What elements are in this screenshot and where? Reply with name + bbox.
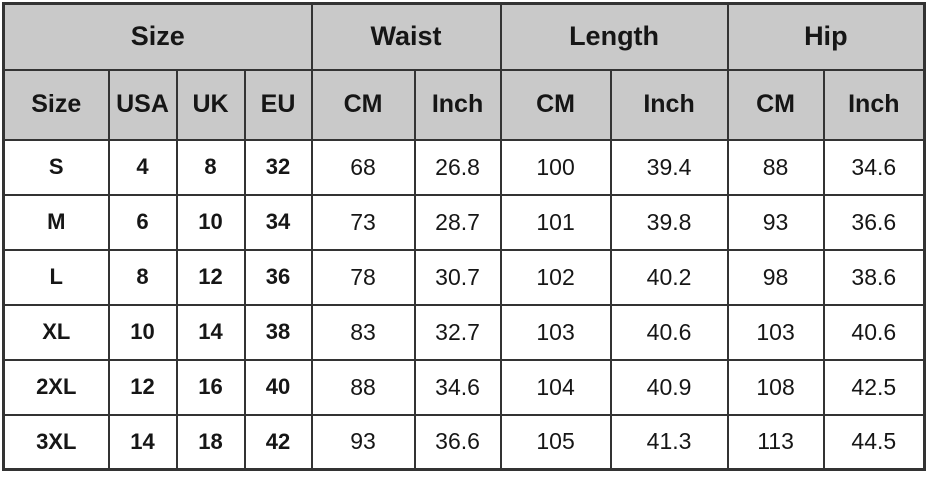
cell-waist-cm: 88 xyxy=(310,358,416,416)
column-header-waist-cm: CM xyxy=(310,68,416,141)
cell-waist-cm: 68 xyxy=(310,138,416,196)
cell-uk: 12 xyxy=(175,248,246,306)
table-row: 3XL 14 18 42 93 36.6 105 41.3 113 44.5 xyxy=(2,413,926,471)
column-header-hip-cm: CM xyxy=(726,68,825,141)
cell-eu: 42 xyxy=(243,413,313,471)
cell-hip-inch: 42.5 xyxy=(822,358,926,416)
cell-uk: 16 xyxy=(175,358,246,416)
column-header-size: Size xyxy=(2,68,110,141)
column-header-length-inch: Inch xyxy=(609,68,729,141)
cell-waist-cm: 73 xyxy=(310,193,416,251)
cell-waist-inch: 26.8 xyxy=(413,138,502,196)
cell-waist-cm: 78 xyxy=(310,248,416,306)
cell-hip-inch: 38.6 xyxy=(822,248,926,306)
cell-length-inch: 40.2 xyxy=(609,248,729,306)
cell-eu: 36 xyxy=(243,248,313,306)
cell-usa: 8 xyxy=(107,248,178,306)
cell-length-cm: 105 xyxy=(499,413,612,471)
cell-uk: 10 xyxy=(175,193,246,251)
cell-size: M xyxy=(2,193,110,251)
cell-length-cm: 103 xyxy=(499,303,612,361)
cell-waist-inch: 36.6 xyxy=(413,413,502,471)
cell-size: XL xyxy=(2,303,110,361)
cell-waist-inch: 32.7 xyxy=(413,303,502,361)
cell-usa: 14 xyxy=(107,413,178,471)
cell-length-cm: 104 xyxy=(499,358,612,416)
cell-uk: 14 xyxy=(175,303,246,361)
cell-waist-cm: 93 xyxy=(310,413,416,471)
cell-uk: 18 xyxy=(175,413,246,471)
column-header-hip-inch: Inch xyxy=(822,68,926,141)
cell-waist-inch: 28.7 xyxy=(413,193,502,251)
table-row: S 4 8 32 68 26.8 100 39.4 88 34.6 xyxy=(2,138,926,196)
cell-eu: 40 xyxy=(243,358,313,416)
table-row: M 6 10 34 73 28.7 101 39.8 93 36.6 xyxy=(2,193,926,251)
cell-usa: 12 xyxy=(107,358,178,416)
cell-hip-inch: 40.6 xyxy=(822,303,926,361)
cell-usa: 10 xyxy=(107,303,178,361)
table-row: 2XL 12 16 40 88 34.6 104 40.9 108 42.5 xyxy=(2,358,926,416)
cell-length-cm: 102 xyxy=(499,248,612,306)
cell-size: 3XL xyxy=(2,413,110,471)
cell-length-cm: 100 xyxy=(499,138,612,196)
column-header-uk: UK xyxy=(175,68,246,141)
cell-usa: 6 xyxy=(107,193,178,251)
cell-size: S xyxy=(2,138,110,196)
column-header-eu: EU xyxy=(243,68,313,141)
cell-hip-inch: 36.6 xyxy=(822,193,926,251)
cell-hip-cm: 113 xyxy=(726,413,825,471)
cell-eu: 34 xyxy=(243,193,313,251)
size-chart-body: S 4 8 32 68 26.8 100 39.4 88 34.6 M 6 10 34 73 28.7 101 3… xyxy=(2,138,926,471)
table-row: XL 10 14 38 83 32.7 103 40.6 103 40.6 xyxy=(2,303,926,361)
cell-uk: 8 xyxy=(175,138,246,196)
cell-length-cm: 101 xyxy=(499,193,612,251)
cell-eu: 38 xyxy=(243,303,313,361)
group-header-size: Size xyxy=(2,2,313,71)
group-header-row: Size Waist Length Hip xyxy=(2,2,926,71)
group-header-length: Length xyxy=(499,2,729,71)
column-header-row: Size USA UK EU CM Inch CM Inch CM Inch xyxy=(2,68,926,141)
group-header-waist: Waist xyxy=(310,2,502,71)
table-row: L 8 12 36 78 30.7 102 40.2 98 38.6 xyxy=(2,248,926,306)
cell-length-inch: 39.8 xyxy=(609,193,729,251)
cell-eu: 32 xyxy=(243,138,313,196)
cell-size: 2XL xyxy=(2,358,110,416)
group-header-hip: Hip xyxy=(726,2,926,71)
column-header-length-cm: CM xyxy=(499,68,612,141)
cell-length-inch: 40.6 xyxy=(609,303,729,361)
cell-hip-inch: 44.5 xyxy=(822,413,926,471)
cell-hip-inch: 34.6 xyxy=(822,138,926,196)
cell-length-inch: 41.3 xyxy=(609,413,729,471)
column-header-waist-inch: Inch xyxy=(413,68,502,141)
cell-size: L xyxy=(2,248,110,306)
cell-waist-inch: 34.6 xyxy=(413,358,502,416)
cell-hip-cm: 103 xyxy=(726,303,825,361)
cell-length-inch: 40.9 xyxy=(609,358,729,416)
cell-hip-cm: 88 xyxy=(726,138,825,196)
cell-waist-inch: 30.7 xyxy=(413,248,502,306)
cell-usa: 4 xyxy=(107,138,178,196)
cell-waist-cm: 83 xyxy=(310,303,416,361)
column-header-usa: USA xyxy=(107,68,178,141)
cell-hip-cm: 98 xyxy=(726,248,825,306)
cell-hip-cm: 108 xyxy=(726,358,825,416)
cell-hip-cm: 93 xyxy=(726,193,825,251)
cell-length-inch: 39.4 xyxy=(609,138,729,196)
